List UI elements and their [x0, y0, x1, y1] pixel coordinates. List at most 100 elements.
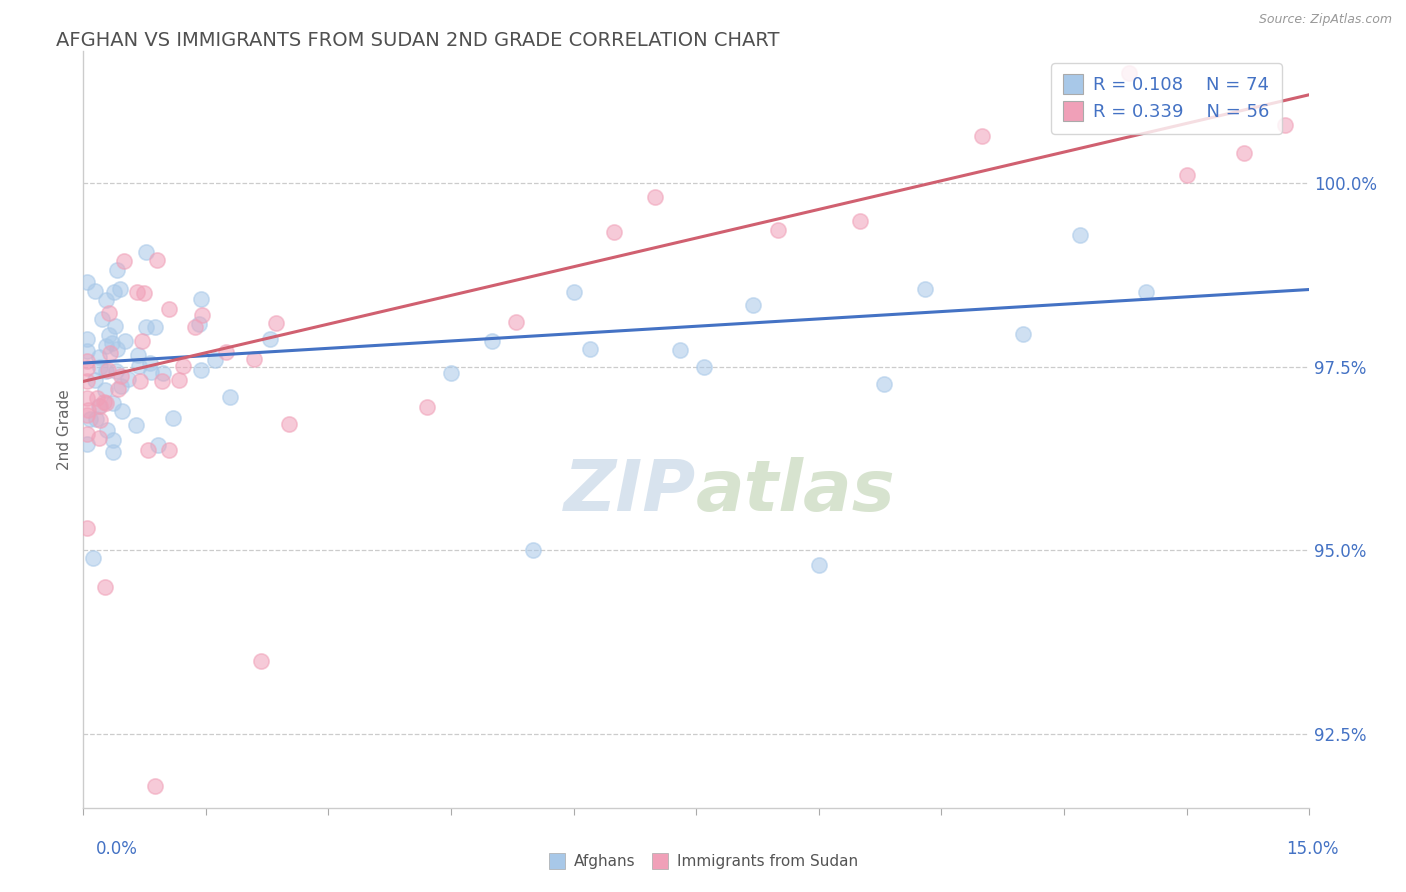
Point [86, 392, 108, 406]
Point [219, 390, 242, 404]
Point [146, 438, 169, 452]
Point [76, 374, 98, 388]
Point [167, 373, 190, 387]
Point [138, 442, 160, 457]
Point [1069, 228, 1091, 243]
Point [100, 336, 122, 351]
Point [145, 252, 167, 267]
Point [259, 332, 281, 346]
Point [83, 284, 105, 298]
Point [105, 342, 128, 356]
Point [94, 339, 117, 353]
Point [94, 580, 117, 594]
Point [114, 334, 136, 348]
Point [562, 285, 585, 299]
Point [742, 298, 765, 312]
Point [172, 359, 194, 373]
Point [84, 412, 107, 426]
Point [415, 400, 437, 414]
Point [76, 521, 98, 535]
Point [101, 445, 124, 459]
Point [127, 347, 149, 361]
Point [278, 417, 301, 431]
Point [112, 253, 135, 268]
Point [807, 558, 830, 573]
Point [76, 427, 98, 442]
Point [125, 285, 148, 299]
Point [117, 371, 139, 385]
Point [76, 361, 98, 376]
Point [157, 443, 180, 458]
Point [98, 346, 121, 360]
Point [76, 391, 98, 405]
Point [104, 318, 127, 333]
Point [89, 399, 111, 413]
Point [76, 275, 98, 289]
Point [94, 293, 117, 307]
Point [76, 344, 98, 359]
Point [141, 366, 163, 380]
Point [914, 282, 936, 296]
Point [183, 320, 205, 334]
Point [644, 190, 666, 204]
Point [250, 654, 273, 668]
Point [150, 375, 173, 389]
Y-axis label: 2nd Grade: 2nd Grade [58, 389, 72, 469]
Point [190, 363, 212, 377]
Point [873, 376, 896, 391]
Point [669, 343, 692, 357]
Point [128, 359, 150, 373]
Point [1233, 145, 1256, 160]
Point [766, 223, 789, 237]
Text: ZIP: ZIP [564, 457, 696, 526]
Text: Source: ZipAtlas.com: Source: ZipAtlas.com [1258, 13, 1392, 27]
Point [111, 404, 134, 418]
Text: 15.0%: 15.0% [1286, 840, 1339, 858]
Point [89, 412, 111, 426]
Point [107, 382, 129, 396]
Point [1274, 118, 1296, 132]
Point [94, 364, 117, 378]
Point [440, 366, 463, 380]
Point [522, 543, 544, 558]
Point [190, 308, 212, 322]
Point [110, 379, 132, 393]
Point [93, 394, 115, 409]
Point [93, 383, 115, 397]
Point [129, 374, 152, 388]
Point [138, 356, 160, 370]
Point [97, 306, 120, 320]
Text: 0.0%: 0.0% [96, 840, 138, 858]
Point [105, 262, 128, 277]
Point [87, 350, 110, 364]
Point [162, 411, 184, 425]
Point [848, 213, 870, 227]
Point [89, 399, 111, 413]
Point [101, 433, 124, 447]
Point [76, 437, 98, 451]
Point [79, 412, 101, 426]
Point [1012, 326, 1035, 341]
Point [84, 373, 107, 387]
Point [94, 395, 117, 409]
Legend: R = 0.108    N = 74, R = 0.339    N = 56: R = 0.108 N = 74, R = 0.339 N = 56 [1052, 63, 1282, 134]
Point [204, 352, 226, 367]
Point [108, 282, 131, 296]
Point [105, 364, 128, 378]
Point [242, 352, 264, 367]
Point [134, 285, 156, 300]
Point [143, 779, 166, 793]
Point [110, 368, 132, 383]
Point [188, 317, 211, 331]
Point [103, 285, 125, 300]
Point [89, 359, 111, 374]
Legend: Afghans, Immigrants from Sudan: Afghans, Immigrants from Sudan [541, 848, 865, 875]
Point [76, 353, 98, 368]
Point [76, 332, 98, 346]
Point [1135, 285, 1157, 299]
Point [266, 316, 288, 330]
Point [143, 320, 166, 334]
Point [190, 292, 212, 306]
Point [87, 431, 110, 445]
Point [97, 363, 120, 377]
